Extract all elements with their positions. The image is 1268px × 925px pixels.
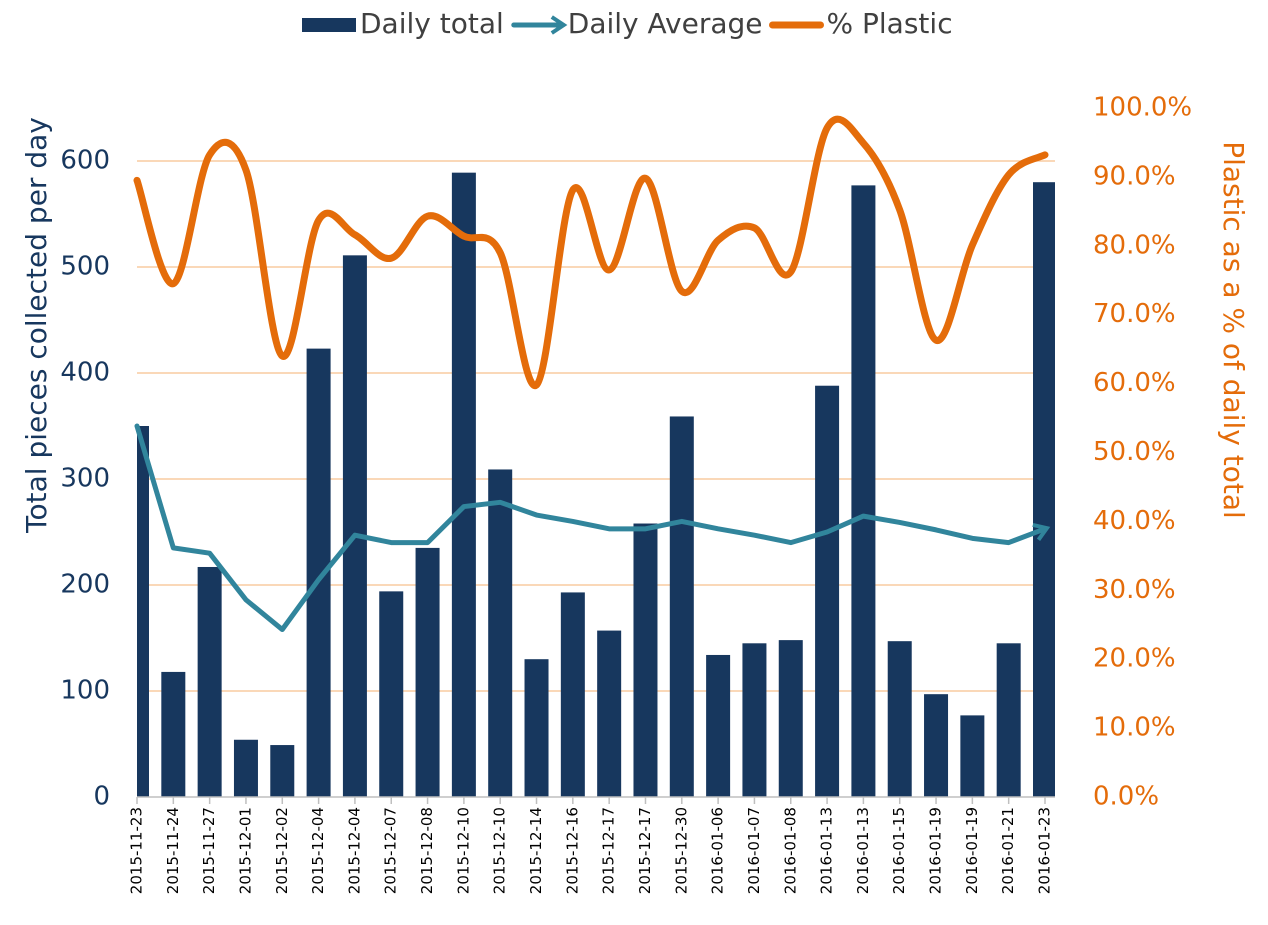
y-tick-label: 400 (60, 358, 110, 388)
x-tick-label: 2015-12-04 (309, 807, 327, 894)
y2-tick-label: 20.0% (1093, 644, 1176, 674)
y2-tick-label: 90.0% (1093, 161, 1176, 191)
bar (778, 640, 803, 797)
bar (924, 694, 949, 797)
x-tick-label: 2016-01-15 (890, 807, 908, 894)
x-tick-label: 2016-01-21 (999, 807, 1017, 894)
x-tick-label: 2015-12-02 (273, 807, 291, 894)
y2-tick-label: 60.0% (1093, 368, 1176, 398)
bar (851, 185, 876, 797)
y-tick-label: 300 (60, 464, 110, 494)
bar (233, 739, 258, 797)
x-tick-label: 2015-11-27 (200, 807, 218, 894)
x-tick-label: 2016-01-13 (818, 807, 836, 894)
line-series (133, 115, 1049, 389)
bar (415, 547, 440, 797)
y2-tick-label: 80.0% (1093, 230, 1176, 260)
y-tick-label: 500 (60, 252, 110, 282)
plot-area (137, 172, 1055, 798)
x-tick-label: 2016-01-08 (781, 807, 799, 894)
bar (379, 591, 404, 797)
x-tick-label: 2015-12-17 (636, 807, 654, 894)
bar (137, 426, 149, 797)
bar (960, 715, 985, 797)
bar (1033, 182, 1055, 797)
x-tick-label: 2015-12-04 (345, 807, 363, 894)
legend-swatch (302, 18, 356, 32)
bar (633, 523, 658, 797)
x-tick-label: 2016-01-07 (745, 807, 763, 894)
bar (488, 469, 513, 797)
bar (524, 659, 549, 797)
bar (597, 630, 622, 797)
x-tick-label: 2015-12-14 (527, 807, 545, 894)
bar (270, 745, 295, 797)
bar (996, 643, 1021, 797)
y2-tick-label: 100.0% (1093, 93, 1192, 123)
bar (451, 172, 476, 797)
x-tick-label: 2015-12-16 (563, 807, 581, 894)
bar (161, 671, 186, 797)
legend-label: Daily Average (568, 7, 763, 40)
y2-tick-label: 10.0% (1093, 713, 1176, 743)
x-tick-label: 2015-12-10 (454, 807, 472, 894)
y2-tick-label: 70.0% (1093, 299, 1176, 329)
x-tick-label: 2015-12-10 (491, 807, 509, 894)
bar (742, 643, 767, 797)
x-tick-label: 2015-11-24 (164, 807, 182, 894)
x-tick-label: 2015-11-23 (128, 807, 146, 894)
y2-axis-title: Plastic as a % of daily total (1217, 141, 1250, 519)
y2-tick-label: 30.0% (1093, 575, 1176, 605)
bar (197, 566, 222, 797)
bar (560, 592, 585, 797)
line-series (134, 423, 1051, 633)
y2-tick-label: 50.0% (1093, 437, 1176, 467)
y-tick-label: 200 (60, 570, 110, 600)
y-tick-label: 0 (93, 782, 110, 812)
x-tick-label: 2015-12-30 (672, 807, 690, 894)
y2-tick-label: 0.0% (1093, 782, 1159, 812)
x-tick-label: 2015-12-17 (600, 807, 618, 894)
x-tick-label: 2016-01-23 (1036, 807, 1054, 894)
y-tick-label: 100 (60, 676, 110, 706)
x-tick-label: 2015-12-08 (418, 807, 436, 894)
x-tick-label: 2015-12-01 (236, 807, 254, 894)
x-tick-label: 2016-01-06 (709, 807, 727, 894)
legend-label: % Plastic (827, 7, 953, 40)
bar (815, 385, 840, 797)
bar (342, 255, 367, 798)
bar (887, 641, 912, 797)
bar (669, 416, 694, 797)
y2-tick-label: 40.0% (1093, 506, 1176, 536)
x-tick-label: 2016-01-19 (963, 807, 981, 894)
y-axis-title: Total pieces collected per day (20, 117, 53, 534)
x-tick-label: 2015-12-07 (382, 807, 400, 894)
x-tick-label: 2016-01-19 (927, 807, 945, 894)
x-tick-label: 2016-01-13 (854, 807, 872, 894)
legend-label: Daily total (360, 7, 504, 40)
bar (706, 654, 731, 797)
y-tick-label: 600 (60, 146, 110, 176)
